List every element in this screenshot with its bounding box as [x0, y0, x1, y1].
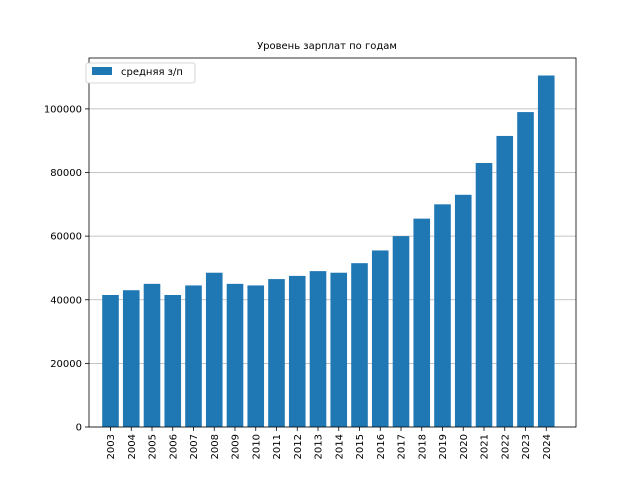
y-tick-label: 60000	[50, 232, 82, 243]
bar-2003	[102, 294, 119, 427]
bars	[102, 75, 555, 428]
x-tick-label: 2008	[210, 434, 221, 459]
y-tick-label: 20000	[50, 359, 82, 370]
bar-2011	[268, 279, 285, 427]
bar-2013	[309, 271, 327, 427]
x-tick-label: 2010	[251, 434, 262, 459]
x-tick-label: 2021	[480, 434, 491, 459]
bar-2016	[371, 250, 389, 427]
bar-2022	[496, 135, 514, 427]
legend-label: средняя з/п	[121, 67, 183, 78]
x-tick-label: 2009	[231, 434, 242, 459]
bar-2007	[185, 285, 202, 427]
x-axis-ticks: 2003 2004 2005 2006 2007 2008 2009 2010 2011 2012…	[106, 427, 553, 459]
x-tick-label: 2024	[542, 434, 553, 459]
bar-2023	[517, 112, 534, 428]
x-tick-label: 2016	[376, 434, 387, 459]
x-tick-label: 2018	[417, 434, 428, 459]
bar-2010	[247, 285, 265, 427]
bar-2008	[205, 272, 223, 427]
x-tick-label: 2017	[397, 434, 408, 459]
y-tick-label: 100000	[44, 104, 82, 115]
bar-2015	[351, 263, 368, 427]
bar-2017	[392, 236, 410, 427]
x-tick-label: 2005	[148, 434, 159, 459]
chart-title: Уровень зарплат по годам	[257, 41, 397, 52]
x-tick-label: 2006	[168, 434, 179, 459]
y-axis-ticks: 0 20000 40000 60000 80000 100000	[44, 104, 89, 434]
legend-frame	[85, 62, 196, 84]
bar-2024	[537, 75, 555, 427]
x-tick-label: 2023	[521, 434, 532, 459]
bar-2019	[434, 204, 451, 427]
x-tick-label: 2012	[293, 434, 304, 459]
x-tick-label: 2014	[334, 434, 345, 459]
x-tick-label: 2003	[106, 434, 117, 459]
bar-2018	[413, 218, 431, 427]
bar-2006	[164, 294, 182, 427]
bar-2014	[330, 272, 348, 427]
x-tick-label: 2013	[314, 434, 325, 459]
x-tick-label: 2022	[500, 434, 511, 459]
bar-2009	[226, 283, 244, 427]
legend-swatch	[92, 67, 112, 75]
y-tick-label: 40000	[50, 295, 82, 306]
x-tick-label: 2019	[438, 434, 449, 459]
x-tick-label: 2015	[355, 434, 366, 459]
x-tick-label: 2007	[189, 434, 200, 459]
y-tick-label: 0	[76, 423, 82, 434]
bar-2021	[475, 162, 493, 428]
y-tick-label: 80000	[50, 168, 82, 179]
bar-2012	[288, 275, 306, 427]
bar-2020	[454, 194, 472, 427]
x-tick-label: 2004	[127, 434, 138, 459]
legend: средняя з/п	[85, 62, 196, 84]
bar-2005	[143, 283, 161, 427]
plot-area-frame	[88, 57, 577, 428]
x-tick-label: 2020	[459, 434, 470, 459]
bar-2004	[122, 290, 140, 427]
x-tick-label: 2011	[272, 434, 283, 459]
